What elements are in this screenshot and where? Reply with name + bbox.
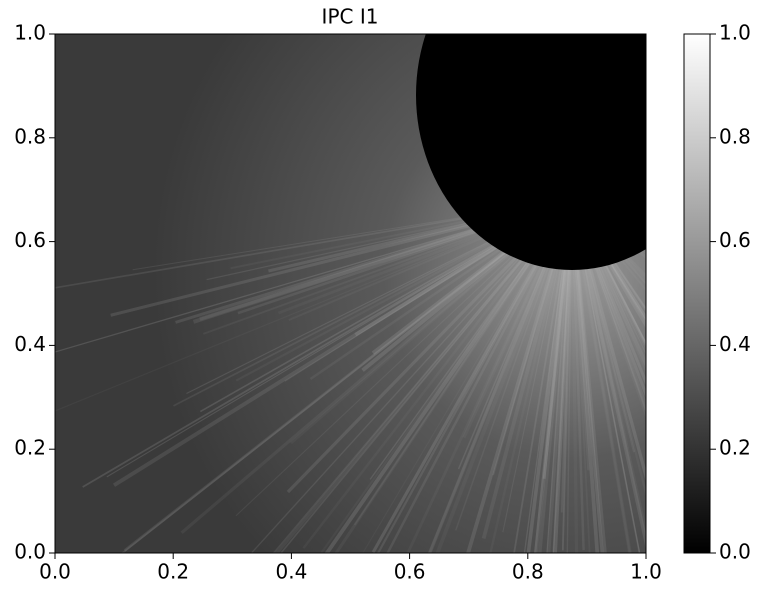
ray xyxy=(570,199,600,553)
colorbar-tick-label: 0.2 xyxy=(719,436,751,460)
y-tick-label: 0.8 xyxy=(14,124,46,148)
x-tick-label: 0.4 xyxy=(275,560,307,584)
ray xyxy=(55,199,573,412)
ray xyxy=(121,199,573,553)
plot-frame xyxy=(54,33,647,554)
ray xyxy=(537,199,574,553)
ray xyxy=(274,198,574,553)
ray xyxy=(386,199,574,553)
y-tick-label: 0.0 xyxy=(14,540,46,564)
x-tick-label: 0.6 xyxy=(394,560,426,584)
occulter xyxy=(416,34,646,270)
colorbar-tick-label: 0.8 xyxy=(719,124,751,148)
colorbar-tick-label: 0.6 xyxy=(719,228,751,252)
ray xyxy=(546,199,574,553)
colorbar-tick-label: 0.4 xyxy=(719,332,751,356)
ray xyxy=(123,198,573,552)
x-tick-label: 0.8 xyxy=(512,560,544,584)
ray xyxy=(571,199,641,553)
ray xyxy=(570,199,631,553)
ray xyxy=(513,199,573,553)
ray xyxy=(570,199,607,553)
ray xyxy=(571,199,646,414)
x-tick-label: 1.0 xyxy=(630,560,662,584)
ray xyxy=(82,199,573,488)
colorbar-tick-label: 0.0 xyxy=(719,540,751,564)
ray xyxy=(571,199,591,553)
ray xyxy=(334,199,574,553)
ray xyxy=(362,199,573,553)
ray xyxy=(466,199,574,553)
ray xyxy=(324,198,574,553)
y-tick-label: 0.4 xyxy=(14,332,46,356)
ray xyxy=(566,199,573,553)
ray xyxy=(552,199,573,553)
chart-title: IPC I1 xyxy=(322,5,379,29)
x-tick-label: 0.2 xyxy=(157,560,189,584)
ray xyxy=(552,199,574,553)
ray xyxy=(376,199,573,553)
ray xyxy=(570,199,604,553)
ray xyxy=(526,199,574,553)
ray xyxy=(546,199,573,553)
ray xyxy=(570,199,646,499)
y-tick-label: 0.2 xyxy=(14,436,46,460)
ray xyxy=(571,199,646,285)
ray xyxy=(427,199,574,553)
ray xyxy=(319,199,573,553)
ray xyxy=(537,199,574,553)
colorbar xyxy=(683,33,711,554)
ray xyxy=(570,199,646,323)
x-tick-label: 0.0 xyxy=(39,560,71,584)
ray xyxy=(533,199,574,553)
ray xyxy=(406,199,574,553)
y-tick-label: 0.6 xyxy=(14,228,46,252)
ray xyxy=(570,199,646,551)
ray xyxy=(571,198,646,260)
ray xyxy=(180,198,574,535)
colorbar-tick-label: 1.0 xyxy=(719,21,751,45)
ray xyxy=(523,199,573,553)
ray xyxy=(272,199,573,553)
ray xyxy=(428,199,574,553)
y-tick-label: 1.0 xyxy=(14,21,46,45)
ray xyxy=(554,199,574,553)
